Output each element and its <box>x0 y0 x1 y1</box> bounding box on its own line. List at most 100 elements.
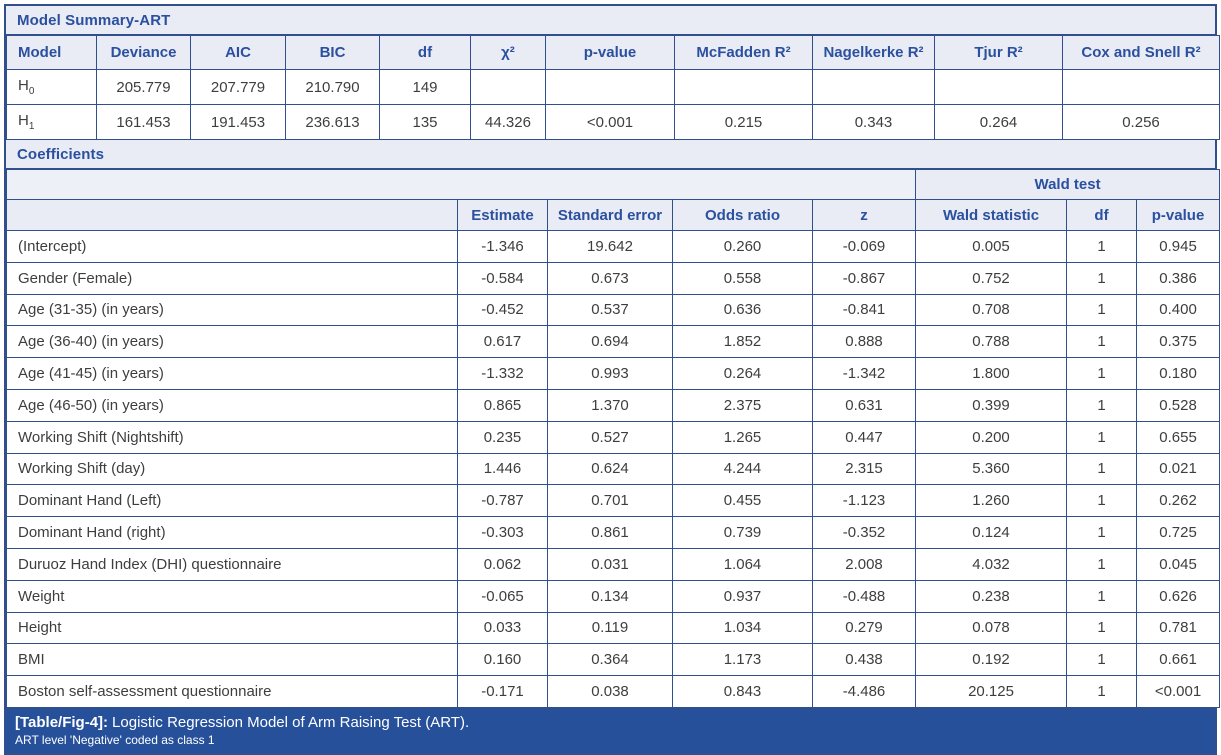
value-cell: 0.343 <box>812 104 935 140</box>
value-cell: 0.180 <box>1136 357 1221 390</box>
value-cell: 0.021 <box>1136 452 1221 486</box>
model-summary-title: Model Summary-ART <box>6 6 1215 35</box>
value-cell: 0.256 <box>1062 104 1220 140</box>
col-header-variable <box>6 199 458 231</box>
value-cell: 4.032 <box>915 547 1068 581</box>
value-cell: -0.303 <box>457 516 548 549</box>
value-cell: 0.537 <box>547 293 673 327</box>
coefficient-row: Age (41-45) (in years) -1.332 0.993 0.264 -1… <box>6 357 1221 390</box>
value-cell: 191.453 <box>190 104 286 140</box>
value-cell: 210.790 <box>285 69 380 105</box>
value-cell: 0.364 <box>547 643 673 677</box>
value-cell: 0.399 <box>915 388 1068 422</box>
value-cell: 0.558 <box>672 261 813 295</box>
model-label-h0: H0 <box>6 69 97 105</box>
value-cell: -0.171 <box>457 675 548 708</box>
value-cell: -0.867 <box>811 261 917 295</box>
value-cell: 0.192 <box>915 643 1068 677</box>
col-header-model: Model <box>6 35 97 70</box>
value-cell: 0.661 <box>1136 643 1221 677</box>
coefficient-row: Duruoz Hand Index (DHI) questionnaire 0.0… <box>6 547 1221 581</box>
col-header-estimate: Estimate <box>457 199 548 231</box>
value-cell: 2.375 <box>672 388 813 422</box>
value-cell: 1.370 <box>547 388 673 422</box>
model-subscript: 0 <box>28 86 35 97</box>
value-cell: 5.360 <box>915 452 1068 486</box>
coefficient-row: Age (46-50) (in years) 0.865 1.370 2.375 0.6… <box>6 388 1221 422</box>
col-header-aic: AIC <box>190 35 286 70</box>
value-cell: 1.173 <box>672 643 813 677</box>
coefficient-row: Dominant Hand (Left) -0.787 0.701 0.455 -1.1… <box>6 484 1221 518</box>
value-cell: 207.779 <box>190 69 286 105</box>
caption-note: ART level 'Negative' coded as class 1 <box>15 732 215 747</box>
value-cell: 1.034 <box>672 611 813 645</box>
model-subscript: 1 <box>28 121 35 132</box>
value-cell: 0.447 <box>811 420 917 454</box>
value-cell: 1.265 <box>672 420 813 454</box>
figure-caption: [Table/Fig-4]: Logistic Regression Model … <box>6 707 1215 753</box>
value-cell: 1.064 <box>672 547 813 581</box>
variable-label: Age (41-45) (in years) <box>6 357 458 390</box>
model-row-h1: H1 161.453 191.453 236.613 135 44.326 <0… <box>6 104 1220 140</box>
value-cell: -1.346 <box>457 230 548 263</box>
value-cell: -4.486 <box>811 675 917 708</box>
value-cell: 0.124 <box>915 516 1068 549</box>
value-cell: -0.584 <box>457 261 548 295</box>
value-cell: 0.386 <box>1136 261 1221 295</box>
variable-label: BMI <box>6 643 458 677</box>
value-cell: 0.725 <box>1136 516 1221 549</box>
model-symbol: H <box>18 77 29 94</box>
table-frame: Model Summary-ART Model Deviance AIC BIC… <box>4 4 1221 755</box>
value-cell: 0.375 <box>1136 325 1221 359</box>
model-symbol: H <box>18 112 29 129</box>
value-cell: 0.673 <box>547 261 673 295</box>
value-cell: 0.038 <box>547 675 673 708</box>
col-header-z: z <box>811 199 917 231</box>
value-cell: 1 <box>1066 611 1138 645</box>
value-cell: 0.062 <box>457 547 548 581</box>
value-cell <box>812 69 935 105</box>
coefficient-row: Age (31-35) (in years) -0.452 0.537 0.636 -0… <box>6 293 1221 327</box>
value-cell: 0.624 <box>547 452 673 486</box>
col-header-cox-snell-r2: Cox and Snell R² <box>1062 35 1220 70</box>
value-cell: 0.200 <box>915 420 1068 454</box>
value-cell: 0.694 <box>547 325 673 359</box>
col-header-bic: BIC <box>285 35 380 70</box>
coefficient-row: Boston self-assessment questionnaire -0.1… <box>6 675 1221 708</box>
value-cell: 0.264 <box>934 104 1063 140</box>
value-cell: 19.642 <box>547 230 673 263</box>
value-cell: 0.631 <box>811 388 917 422</box>
value-cell: 149 <box>379 69 471 105</box>
value-cell: 1 <box>1066 420 1138 454</box>
value-cell: 0.400 <box>1136 293 1221 327</box>
variable-label: Age (46-50) (in years) <box>6 388 458 422</box>
coefficients-table: Wald test Estimate Standard error Odds r… <box>5 169 1221 708</box>
value-cell <box>470 69 546 105</box>
value-cell: 1 <box>1066 452 1138 486</box>
value-cell: 2.008 <box>811 547 917 581</box>
value-cell: 0.527 <box>547 420 673 454</box>
value-cell: 1 <box>1066 579 1138 613</box>
model-summary-header-row: Model Deviance AIC BIC df χ² p-value McF… <box>6 35 1220 70</box>
value-cell: 0.235 <box>457 420 548 454</box>
value-cell: -1.123 <box>811 484 917 518</box>
value-cell: 236.613 <box>285 104 380 140</box>
value-cell: 0.438 <box>811 643 917 677</box>
value-cell: 2.315 <box>811 452 917 486</box>
value-cell: 0.861 <box>547 516 673 549</box>
value-cell: 0.215 <box>674 104 813 140</box>
value-cell: 0.937 <box>672 579 813 613</box>
value-cell: -0.841 <box>811 293 917 327</box>
value-cell: -0.488 <box>811 579 917 613</box>
variable-label: Dominant Hand (right) <box>6 516 458 549</box>
value-cell: 1 <box>1066 484 1138 518</box>
col-header-mcfadden-r2: McFadden R² <box>674 35 813 70</box>
value-cell: 0.045 <box>1136 547 1221 581</box>
value-cell: 0.655 <box>1136 420 1221 454</box>
value-cell: 44.326 <box>470 104 546 140</box>
variable-label: Weight <box>6 579 458 613</box>
value-cell <box>1062 69 1220 105</box>
variable-label: (Intercept) <box>6 230 458 263</box>
coefficient-row: Working Shift (Nightshift) 0.235 0.527 1.26… <box>6 420 1221 454</box>
